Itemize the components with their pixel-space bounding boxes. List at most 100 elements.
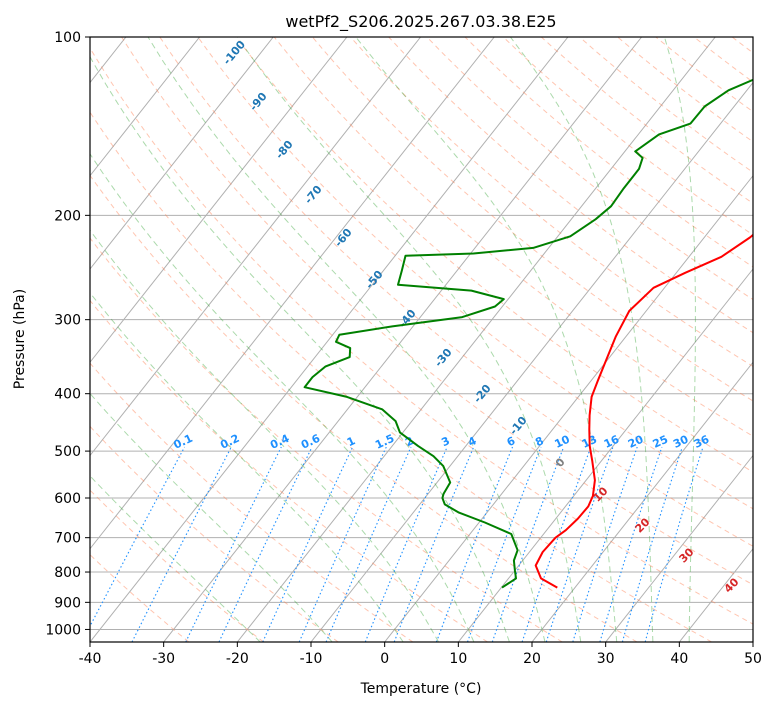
mixing-ratio-label: 0.2 xyxy=(218,432,241,452)
isotherm-line xyxy=(90,37,495,550)
moist-adiabat-label: -70 xyxy=(302,183,325,207)
isotherm-line xyxy=(90,37,569,642)
x-axis-label: Temperature (°C) xyxy=(360,681,482,697)
dry-adiabat-line xyxy=(655,37,753,113)
moist-adiabat-label: -30 xyxy=(432,346,455,370)
y-tick-label: 500 xyxy=(54,444,81,460)
dry-adiabat-line xyxy=(90,299,488,642)
moist-adiabat-line xyxy=(236,37,582,642)
moist-adiabat-label: -40 xyxy=(396,307,419,331)
y-tick-label: 200 xyxy=(54,208,81,224)
mixing-ratio-line xyxy=(364,446,448,642)
temperature-profile-line xyxy=(534,233,753,589)
mixing-ratio-line xyxy=(521,446,592,642)
isotherm-line xyxy=(236,37,716,642)
moist-adiabat-label: -60 xyxy=(332,226,355,250)
mixing-ratio-label: 0.4 xyxy=(268,432,291,452)
moist-adiabat-line xyxy=(90,152,475,642)
y-tick-label: 900 xyxy=(54,595,81,611)
dry-adiabat-line xyxy=(90,362,414,642)
mixing-ratio-line xyxy=(90,446,186,628)
dry-adiabat-line xyxy=(388,37,753,334)
dry-adiabat-line xyxy=(159,37,753,547)
y-axis-label: Pressure (hPa) xyxy=(12,289,28,389)
mixing-ratio-line xyxy=(262,446,354,642)
y-tick-label: 800 xyxy=(54,565,81,581)
dry-adiabat-line xyxy=(90,237,563,642)
mixing-ratio-line xyxy=(491,446,565,642)
mixing-ratio-line xyxy=(466,446,542,642)
plot-frame xyxy=(89,36,754,643)
sounding-profiles xyxy=(303,78,753,589)
moist-adiabat-label: -90 xyxy=(247,90,270,114)
moist-adiabat-line xyxy=(90,292,404,642)
dry-adiabat-line xyxy=(312,37,753,402)
isotherm-line xyxy=(310,81,753,642)
mixing-ratio-label: 30 xyxy=(671,433,691,451)
mixing-ratio-line xyxy=(644,446,704,642)
mixing-ratio-label: 10 xyxy=(552,433,572,451)
dry-adiabat-line xyxy=(617,37,753,143)
isotherm-line xyxy=(531,361,753,642)
x-tick-label: 20 xyxy=(523,651,541,667)
dewpoint-profile-line xyxy=(303,78,753,589)
isotherm-line xyxy=(90,37,348,364)
moist-adiabat-line xyxy=(664,37,696,642)
dry-adiabat-line xyxy=(90,111,712,642)
x-tick-label: 0 xyxy=(380,651,389,667)
y-tick-label: 300 xyxy=(54,313,81,329)
dry-adiabat-label: 40 xyxy=(722,575,742,595)
isotherm-line xyxy=(384,174,753,642)
dry-adiabat-line xyxy=(235,37,753,473)
isotherm-line xyxy=(90,37,274,270)
isotherm-line xyxy=(90,37,422,457)
moist-adiabat-line xyxy=(355,37,618,642)
x-tick-label: 30 xyxy=(597,651,615,667)
x-axis: -40 -30 -20 -10 0 10 20 30 40 50 xyxy=(79,642,762,667)
y-tick-label: 600 xyxy=(54,491,81,507)
y-tick-label: 1000 xyxy=(45,622,81,638)
moist-adiabat-label: -20 xyxy=(471,382,494,406)
moist-adiabat-line xyxy=(90,55,510,642)
dry-adiabat-line xyxy=(464,37,753,268)
moist-adiabat-line xyxy=(509,37,654,642)
mixing-ratio-label: 8 xyxy=(533,434,545,449)
y-tick-label: 700 xyxy=(54,531,81,547)
mixing-ratio-label: 1.5 xyxy=(373,432,396,452)
x-tick-label: 40 xyxy=(670,651,688,667)
chart-title: wetPf2_S206.2025.267.03.38.E25 xyxy=(285,12,556,32)
mixing-ratio-line xyxy=(131,446,232,642)
mixing-ratio-line xyxy=(545,446,614,642)
mixing-ratio-line xyxy=(185,446,282,642)
mixing-ratio-label: 4 xyxy=(466,434,479,449)
dry-adiabat-line xyxy=(121,37,753,586)
moist-adiabat-line xyxy=(90,475,261,642)
mixing-ratio-label: 3 xyxy=(439,434,451,449)
dry-adiabat-line xyxy=(426,37,753,301)
dry-adiabat-line xyxy=(770,37,775,642)
dry-adiabat-line xyxy=(90,489,264,642)
dry-adiabat-line xyxy=(579,37,753,173)
isotherm-line xyxy=(752,641,753,642)
mixing-ratio-line xyxy=(572,446,638,642)
dry-adiabat-line xyxy=(350,37,753,368)
x-tick-label: -40 xyxy=(79,651,102,667)
dry-adiabat-line xyxy=(90,554,190,642)
x-tick-label: -30 xyxy=(152,651,175,667)
moist-adiabat-label: -80 xyxy=(273,138,296,162)
dry-adiabat-line xyxy=(693,37,753,83)
mixing-ratio-label: 36 xyxy=(692,433,712,451)
mixing-ratio-label: 16 xyxy=(602,433,622,451)
dry-adiabat-label: 20 xyxy=(633,515,653,535)
mixing-ratio-label: 25 xyxy=(651,433,670,451)
isotherm-line xyxy=(90,37,201,177)
dry-adiabat-line xyxy=(540,37,753,205)
reference-lines xyxy=(90,37,775,642)
x-tick-label: -20 xyxy=(226,651,249,667)
mixing-ratio-label: 1 xyxy=(345,434,357,449)
y-tick-label: 400 xyxy=(54,387,81,403)
x-tick-label: 50 xyxy=(744,651,762,667)
moist-adiabat-label: -100 xyxy=(220,38,248,68)
mixing-ratio-label: 0.6 xyxy=(299,432,322,452)
